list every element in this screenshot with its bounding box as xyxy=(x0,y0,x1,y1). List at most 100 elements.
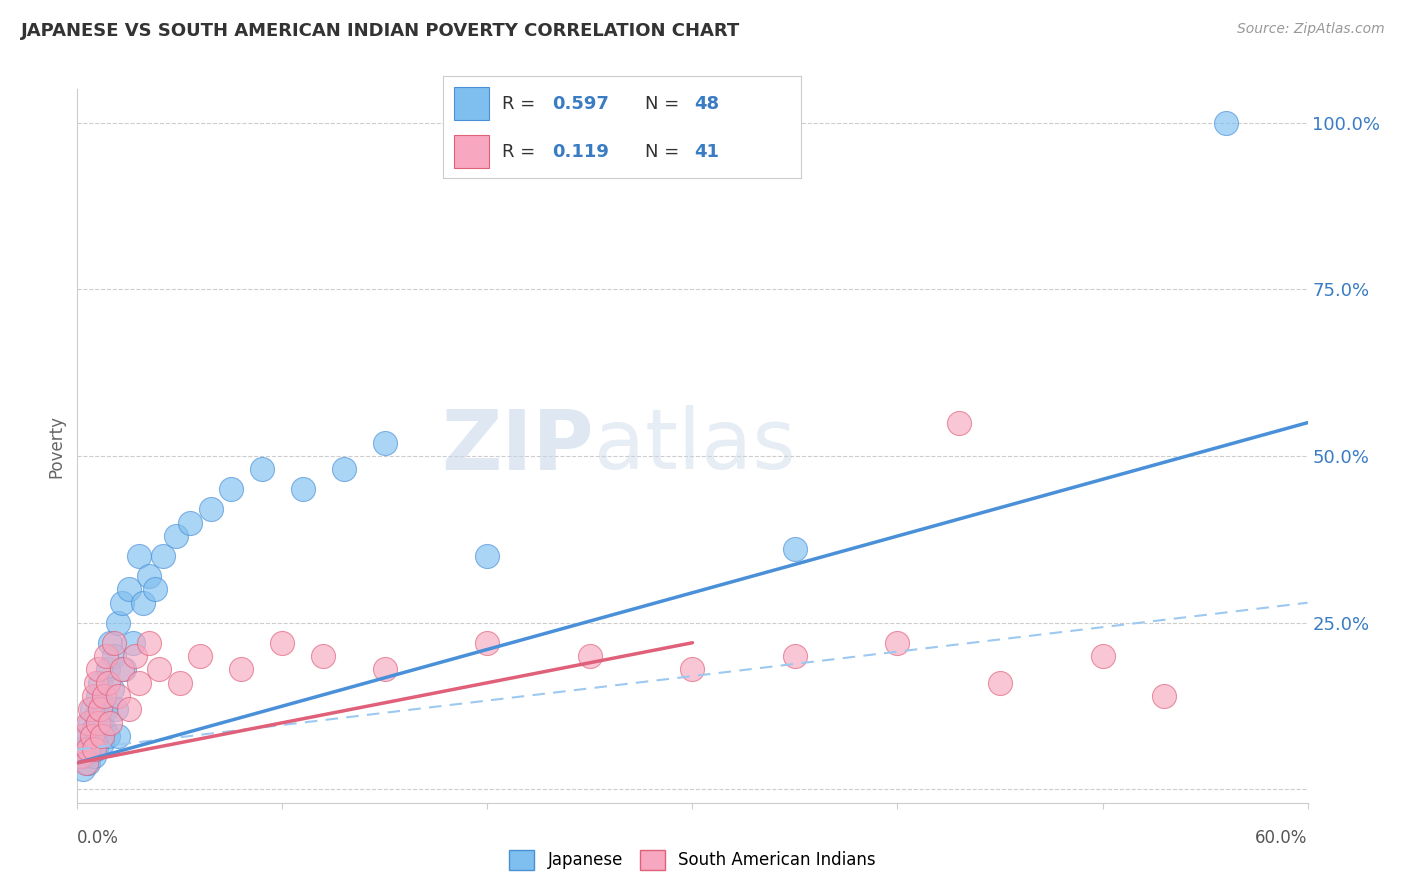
Point xyxy=(138,569,160,583)
Point xyxy=(83,742,105,756)
Text: JAPANESE VS SOUTH AMERICAN INDIAN POVERTY CORRELATION CHART: JAPANESE VS SOUTH AMERICAN INDIAN POVERT… xyxy=(21,22,741,40)
Point xyxy=(333,462,356,476)
Point xyxy=(97,662,120,676)
Point xyxy=(107,615,129,630)
Point xyxy=(75,756,97,770)
Point xyxy=(83,689,105,703)
Point xyxy=(128,675,150,690)
Point xyxy=(79,702,101,716)
Point xyxy=(76,715,98,730)
Point xyxy=(97,729,120,743)
Point xyxy=(200,502,222,516)
Text: 60.0%: 60.0% xyxy=(1256,829,1308,847)
Point xyxy=(98,636,121,650)
Text: 0.0%: 0.0% xyxy=(77,829,120,847)
Point xyxy=(103,636,125,650)
Text: 0.597: 0.597 xyxy=(553,95,609,112)
Point xyxy=(80,736,103,750)
Point xyxy=(312,649,335,664)
Point xyxy=(117,582,139,597)
Point xyxy=(75,749,97,764)
Point xyxy=(80,702,103,716)
FancyBboxPatch shape xyxy=(454,136,489,168)
Point xyxy=(89,675,111,690)
Point xyxy=(188,649,212,664)
Text: ZIP: ZIP xyxy=(441,406,595,486)
Point xyxy=(579,649,602,664)
Point xyxy=(79,715,101,730)
Text: 0.119: 0.119 xyxy=(553,143,609,161)
Point xyxy=(477,549,499,563)
Point xyxy=(111,596,134,610)
Point xyxy=(105,702,128,716)
Point xyxy=(87,729,110,743)
Point xyxy=(124,649,146,664)
Point xyxy=(121,636,143,650)
Point xyxy=(250,462,273,476)
Point xyxy=(103,649,125,664)
Point xyxy=(374,435,396,450)
Point xyxy=(291,483,314,497)
Point xyxy=(179,516,201,530)
Point xyxy=(988,675,1011,690)
Y-axis label: Poverty: Poverty xyxy=(48,415,66,477)
Text: 48: 48 xyxy=(695,95,718,112)
Legend: Japanese, South American Indians: Japanese, South American Indians xyxy=(502,843,883,877)
Point xyxy=(132,596,155,610)
Point xyxy=(271,636,294,650)
Point xyxy=(87,715,110,730)
Point xyxy=(111,662,134,676)
Point xyxy=(90,729,114,743)
Point xyxy=(72,763,94,777)
Point xyxy=(94,649,117,664)
Point xyxy=(114,662,136,676)
Text: N =: N = xyxy=(645,143,692,161)
Point xyxy=(70,749,93,764)
Point xyxy=(107,689,129,703)
Point xyxy=(165,529,187,543)
Text: R =: R = xyxy=(502,143,547,161)
Point xyxy=(76,729,98,743)
Point xyxy=(98,715,121,730)
Point xyxy=(89,715,111,730)
Point xyxy=(87,689,110,703)
Point xyxy=(117,702,139,716)
Point xyxy=(83,749,105,764)
Point xyxy=(948,416,970,430)
Point xyxy=(1091,649,1114,664)
Point xyxy=(783,649,806,664)
Point xyxy=(84,675,107,690)
Point xyxy=(143,582,166,597)
Point xyxy=(374,662,396,676)
Point xyxy=(84,742,107,756)
Point xyxy=(76,742,98,756)
Point xyxy=(72,729,94,743)
Point xyxy=(76,756,98,770)
Point xyxy=(107,729,129,743)
Point xyxy=(1153,689,1175,703)
FancyBboxPatch shape xyxy=(454,87,489,120)
Point xyxy=(128,549,150,563)
Point xyxy=(94,702,117,716)
Point xyxy=(97,675,120,690)
Point xyxy=(93,689,115,703)
Text: Source: ZipAtlas.com: Source: ZipAtlas.com xyxy=(1237,22,1385,37)
Point xyxy=(87,662,110,676)
Point xyxy=(89,702,111,716)
Point xyxy=(886,636,908,650)
Point xyxy=(101,682,124,697)
Point xyxy=(80,729,103,743)
Point xyxy=(231,662,253,676)
Point xyxy=(138,636,160,650)
Point xyxy=(93,723,115,737)
Point xyxy=(70,742,93,756)
Point xyxy=(84,709,107,723)
Text: 41: 41 xyxy=(695,143,718,161)
Point xyxy=(682,662,704,676)
Point xyxy=(148,662,170,676)
Point xyxy=(83,723,105,737)
Point xyxy=(219,483,242,497)
Point xyxy=(783,542,806,557)
Point xyxy=(90,736,114,750)
Text: R =: R = xyxy=(502,95,541,112)
